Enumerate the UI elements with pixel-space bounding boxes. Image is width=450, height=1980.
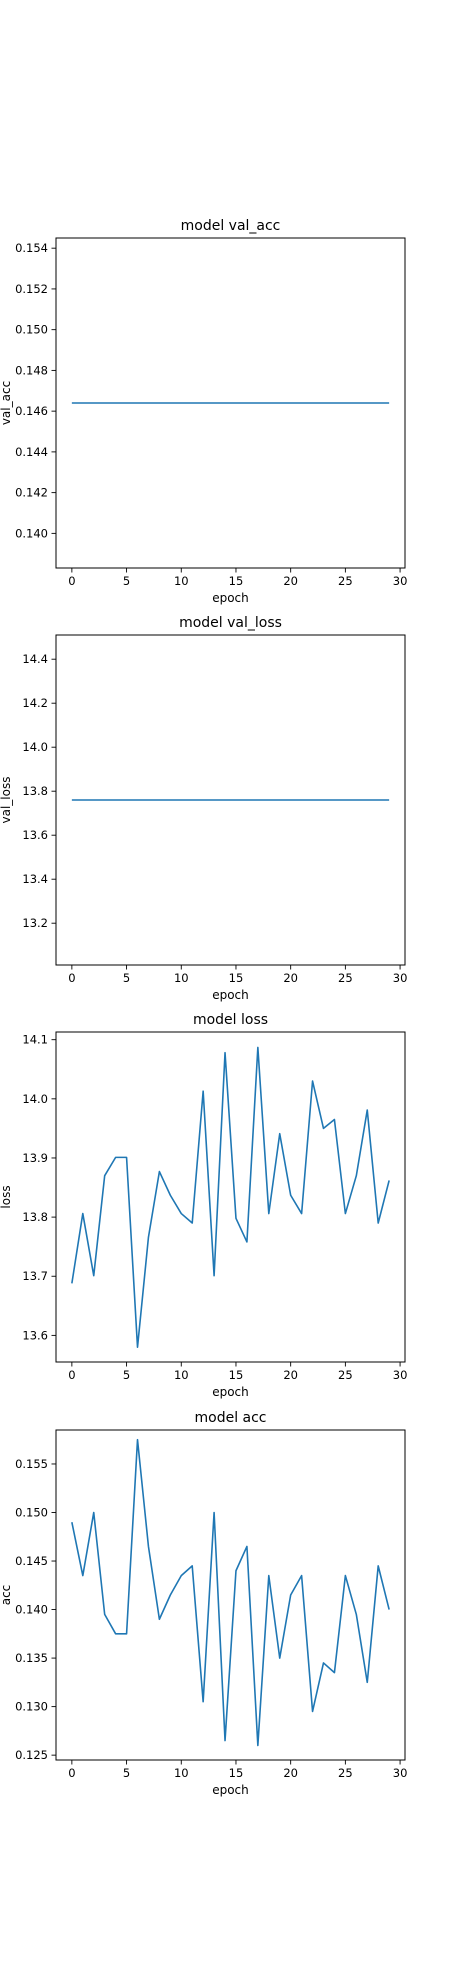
chart-title: model loss — [193, 1012, 268, 1028]
x-tick-label: 30 — [393, 1368, 408, 1382]
y-tick-label: 13.6 — [22, 1328, 48, 1342]
x-tick-label: 30 — [393, 1766, 408, 1780]
y-tick-label: 0.146 — [15, 404, 48, 418]
x-tick-label: 10 — [174, 1368, 189, 1382]
x-tick-label: 25 — [338, 1766, 353, 1780]
x-tick-label: 0 — [68, 971, 75, 985]
x-tick-label: 25 — [338, 1368, 353, 1382]
y-tick-label: 0.130 — [15, 1700, 48, 1714]
y-tick-label: 0.125 — [15, 1748, 48, 1762]
chart-panel-2: model val_loss 0 5 10 15 20 25 30 13.2 13.4 13.6 13… — [0, 615, 407, 1002]
chart-title: model val_loss — [179, 615, 282, 631]
y-tick-label: 0.154 — [15, 241, 48, 255]
x-tick-label: 15 — [229, 971, 244, 985]
y-tick-label: 0.150 — [15, 1506, 48, 1520]
chart-title: model val_acc — [181, 218, 281, 234]
plot-frame — [55, 1429, 406, 1761]
y-axis-label: acc — [0, 1585, 13, 1606]
y-tick-label: 13.7 — [22, 1269, 48, 1283]
y-tick-label: 14.0 — [22, 1092, 48, 1106]
y-axis-label: val_loss — [0, 777, 13, 824]
y-tick-label: 13.6 — [22, 828, 48, 842]
y-axis-label: val_acc — [0, 381, 13, 425]
y-tick-label: 0.148 — [15, 363, 48, 377]
x-axis-label: epoch — [212, 591, 249, 605]
y-axis-label: loss — [0, 1185, 13, 1208]
x-axis-label: epoch — [212, 988, 249, 1002]
chart-panel-4: model acc 0 5 10 15 20 25 30 0.125 0.130 0.135 0.14… — [0, 1410, 407, 1797]
x-tick-label: 25 — [338, 971, 353, 985]
x-tick-label: 25 — [338, 574, 353, 588]
x-tick-label: 0 — [68, 1766, 75, 1780]
chart-panel-1: model val_acc 0 5 10 15 20 25 30 0.140 0.142 0.144… — [0, 218, 407, 605]
y-tick-label: 0.140 — [15, 526, 48, 540]
y-tick-label: 0.150 — [15, 323, 48, 337]
y-tick-label: 13.8 — [22, 1210, 48, 1224]
x-tick-label: 30 — [393, 574, 408, 588]
chart-panel-3: model loss 0 5 10 15 20 25 30 13.6 13.7 13.8 13.9 14… — [0, 1012, 407, 1399]
plot-frame — [55, 237, 406, 569]
x-tick-label: 10 — [174, 1766, 189, 1780]
y-tick-label: 0.152 — [15, 282, 48, 296]
y-tick-label: 13.4 — [22, 872, 48, 886]
y-tick-label: 13.8 — [22, 784, 48, 798]
x-tick-label: 20 — [283, 1766, 298, 1780]
series-line — [71, 1438, 390, 1747]
y-tick-label: 14.2 — [22, 696, 48, 710]
plot-frame — [55, 1031, 406, 1363]
y-tick-label: 14.1 — [22, 1033, 48, 1047]
x-tick-label: 15 — [229, 1368, 244, 1382]
x-tick-label: 20 — [283, 574, 298, 588]
chart-title: model acc — [194, 1410, 266, 1426]
plot-frame — [55, 634, 406, 966]
y-tick-label: 13.2 — [22, 916, 48, 930]
x-tick-label: 20 — [283, 1368, 298, 1382]
x-tick-label: 5 — [123, 574, 130, 588]
x-tick-label: 15 — [229, 1766, 244, 1780]
y-tick-label: 0.144 — [15, 445, 48, 459]
x-tick-label: 5 — [123, 1766, 130, 1780]
x-axis-label: epoch — [212, 1385, 249, 1399]
x-axis-label: epoch — [212, 1783, 249, 1797]
y-tick-label: 0.135 — [15, 1651, 48, 1665]
y-tick-label: 0.155 — [15, 1457, 48, 1471]
x-tick-label: 10 — [174, 574, 189, 588]
y-tick-label: 0.142 — [15, 486, 48, 500]
y-tick-label: 0.145 — [15, 1554, 48, 1568]
x-tick-label: 15 — [229, 574, 244, 588]
x-tick-label: 20 — [283, 971, 298, 985]
x-tick-label: 30 — [393, 971, 408, 985]
y-tick-label: 14.4 — [22, 652, 48, 666]
y-tick-label: 14.0 — [22, 740, 48, 754]
y-tick-label: 13.9 — [22, 1151, 48, 1165]
x-tick-label: 5 — [123, 971, 130, 985]
series-line — [71, 1046, 390, 1349]
x-tick-label: 0 — [68, 1368, 75, 1382]
x-tick-label: 10 — [174, 971, 189, 985]
y-tick-label: 0.140 — [15, 1603, 48, 1617]
x-tick-label: 5 — [123, 1368, 130, 1382]
x-tick-label: 0 — [68, 574, 75, 588]
